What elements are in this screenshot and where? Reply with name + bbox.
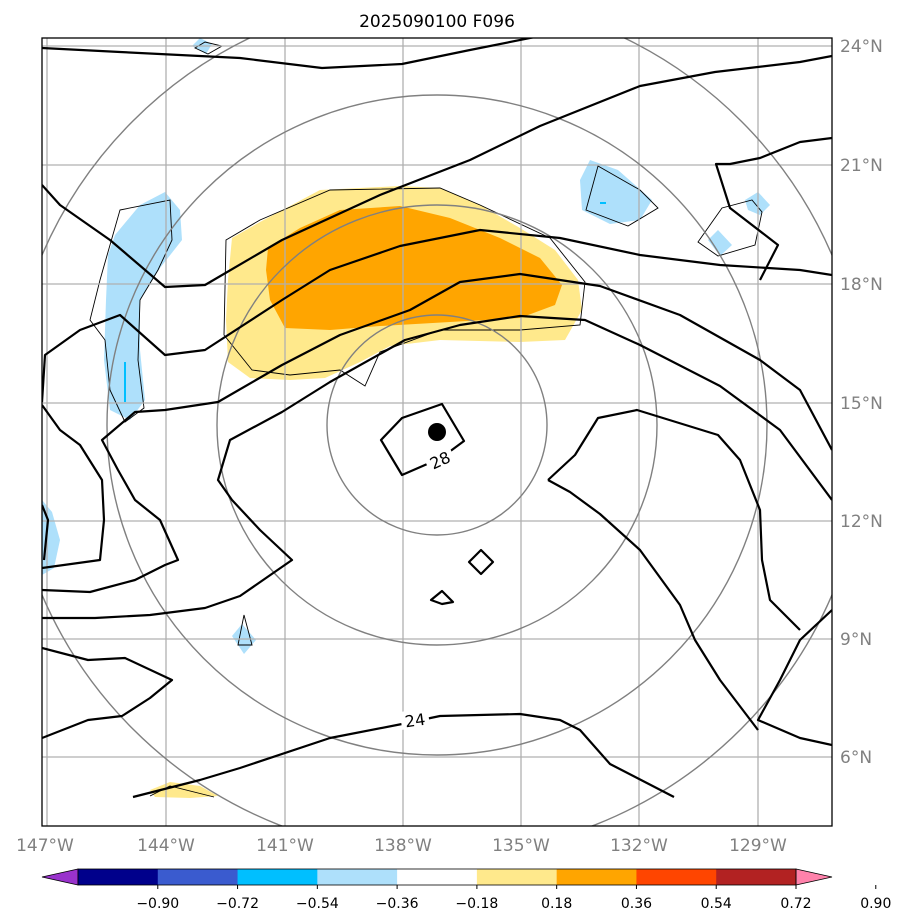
colorbar-tick-label: 0.72	[780, 896, 811, 912]
contour-small-diamond	[467, 548, 495, 576]
colorbar-extend-low	[41, 868, 79, 886]
lon-label: 135°W	[492, 836, 550, 856]
range-rings	[42, 38, 832, 826]
lat-label: 21°N	[840, 156, 883, 176]
lon-label: 132°W	[610, 836, 668, 856]
colorbar-segment	[237, 869, 318, 885]
contour-east-2	[547, 479, 759, 731]
lon-label: 144°W	[137, 836, 195, 856]
colorbar-tick-label: 0.90	[860, 896, 891, 912]
colorbar-segment	[78, 869, 159, 885]
colorbar-segment	[397, 869, 478, 885]
colorbar-extend-high	[795, 868, 833, 886]
negative-anomaly-west	[104, 192, 182, 420]
latitude-labels: 24°N 21°N 18°N 15°N 12°N 9°N 6°N	[840, 37, 883, 768]
positive-anomaly-strong	[266, 206, 562, 330]
colorbar-tick-label: 0.36	[621, 896, 652, 912]
colorbar-segment	[556, 869, 637, 885]
contour-inner-2	[42, 272, 832, 594]
colorbar-tick-label: −0.36	[376, 896, 419, 912]
colorbar-tick-label: 0.18	[541, 896, 572, 912]
contour-24	[132, 712, 675, 799]
colorbar-segment	[157, 869, 239, 885]
contour-north-1	[42, 38, 536, 70]
range-ring-3	[106, 94, 768, 756]
storm-center-marker	[428, 423, 446, 441]
contour-inner-3	[42, 314, 832, 620]
contour-label-24: 24	[404, 710, 427, 732]
contour-east	[547, 408, 801, 631]
lat-label: 18°N	[840, 275, 883, 295]
contour-south-east	[756, 609, 832, 747]
range-ring-2	[216, 204, 658, 646]
negative-anomaly-ne-tiny	[708, 230, 732, 256]
colorbar-tick-label: 0.54	[701, 896, 732, 912]
contour-sw	[42, 646, 174, 740]
lon-label: 129°W	[729, 836, 787, 856]
colorbar-tick-label: −0.90	[136, 896, 179, 912]
lon-label: 147°W	[16, 836, 74, 856]
contour-inner-1	[42, 404, 106, 570]
colorbar-segment	[716, 869, 797, 885]
range-ring-1	[326, 314, 548, 536]
thin-contour-ne-east	[697, 199, 763, 257]
lat-label: 12°N	[840, 512, 883, 532]
contour-labels: 28 24	[399, 445, 457, 732]
longitude-labels: 147°W 144°W 141°W 138°W 135°W 132°W 129°…	[16, 836, 787, 856]
anomaly-shading	[42, 38, 770, 798]
colorbar-tick-label: −0.54	[296, 896, 339, 912]
colorbar-tick-label: −0.18	[455, 896, 498, 912]
colorbar-frame	[77, 868, 797, 886]
colorbar-tick-label: −0.72	[216, 896, 259, 912]
thin-contour-ne	[585, 165, 659, 227]
colorbar-segment	[636, 869, 717, 885]
lat-label: 24°N	[840, 37, 883, 57]
contour-28-center	[379, 402, 466, 477]
contour-tiny-diamond	[429, 589, 455, 606]
colorbar-segment	[317, 869, 398, 885]
lat-label: 9°N	[840, 630, 872, 650]
contour-north-2	[42, 54, 832, 289]
map-title: 2025090100 F096	[359, 12, 515, 32]
lat-label: 6°N	[840, 748, 872, 768]
thin-contour-west	[89, 199, 173, 423]
negative-anomaly-ne	[580, 160, 652, 224]
colorbar: −0.90 −0.72 −0.54 −0.36 −0.18 0.18 0.36 0.54 0.7…	[41, 868, 891, 912]
lon-label: 141°W	[256, 836, 314, 856]
thick-contours	[42, 38, 832, 799]
contour-north-3	[42, 228, 832, 403]
contour-ne-cell	[714, 136, 832, 281]
thin-contour-south	[149, 785, 215, 798]
map-frame	[41, 37, 833, 827]
map-plot-area: 28 24	[42, 38, 832, 826]
lon-label: 138°W	[374, 836, 432, 856]
colorbar-segment	[476, 869, 558, 885]
lat-label: 15°N	[840, 394, 883, 414]
graticule	[42, 38, 832, 826]
thin-contour-south-isle	[237, 614, 253, 646]
contour-north-4	[42, 504, 50, 561]
